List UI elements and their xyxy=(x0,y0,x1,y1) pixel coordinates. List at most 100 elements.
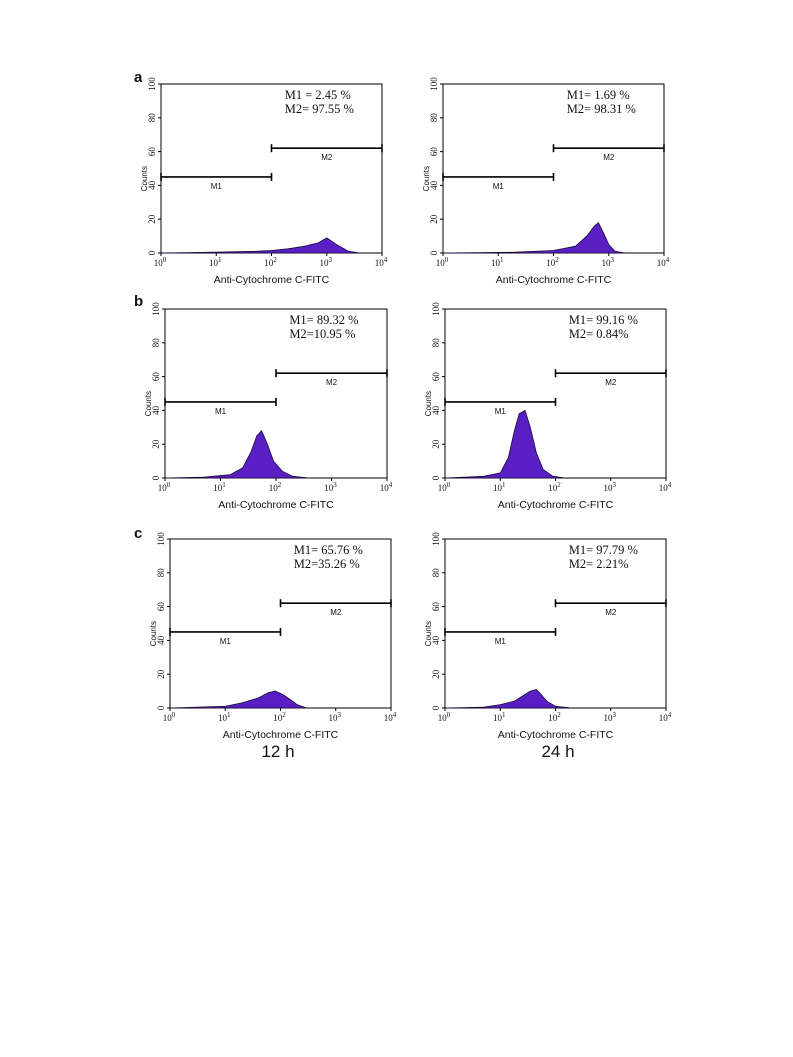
y-tick-label: 40 xyxy=(431,635,441,645)
stat-line: M1= 99.16 % xyxy=(569,313,638,327)
x-tick-label: 101 xyxy=(493,711,506,723)
plot-frame xyxy=(444,538,667,709)
y-axis-label: Counts xyxy=(144,391,153,416)
y-tick-label: 20 xyxy=(156,669,166,679)
stat-line: M2= 98.31 % xyxy=(567,102,636,116)
marker-m2-label: M2 xyxy=(321,153,333,162)
x-tick-label: 103 xyxy=(604,481,617,493)
x-tick-exponent: 1 xyxy=(500,256,504,264)
x-tick-exponent: 3 xyxy=(613,711,617,719)
x-tick-exponent: 4 xyxy=(389,481,393,489)
x-tick-exponent: 0 xyxy=(172,711,176,719)
y-tick-label: 0 xyxy=(151,475,161,480)
x-tick-exponent: 1 xyxy=(227,711,231,719)
x-tick-exponent: 3 xyxy=(611,256,615,264)
marker-m2-label: M2 xyxy=(605,608,617,617)
x-tick-exponent: 2 xyxy=(278,481,282,489)
x-tick-label: 104 xyxy=(657,256,670,268)
marker-m1-label: M1 xyxy=(220,637,232,646)
marker-m1-label: M1 xyxy=(215,407,227,416)
y-tick-label: 60 xyxy=(431,372,441,382)
y-tick-label: 100 xyxy=(156,532,166,546)
stat-line: M1= 97.79 % xyxy=(569,543,638,557)
y-axis-label: Counts xyxy=(422,166,431,191)
stat-line: M1= 89.32 % xyxy=(289,313,358,327)
x-tick-exponent: 3 xyxy=(613,481,617,489)
x-tick-label: 103 xyxy=(329,711,342,723)
x-tick-label: 100 xyxy=(163,711,176,723)
y-tick-label: 0 xyxy=(431,705,441,710)
x-tick-label: 103 xyxy=(320,256,333,268)
stat-line: M1 = 2.45 % xyxy=(285,88,351,102)
x-tick-exponent: 2 xyxy=(557,711,561,719)
x-tick-label: 102 xyxy=(264,256,277,268)
y-axis-label: Counts xyxy=(140,166,149,191)
x-tick-exponent: 4 xyxy=(668,711,672,719)
panel-letter-a: a xyxy=(134,69,143,86)
x-tick-label: 102 xyxy=(546,256,559,268)
x-tick-label: 102 xyxy=(273,711,286,723)
y-tick-label: 60 xyxy=(156,602,166,612)
x-tick-exponent: 4 xyxy=(393,711,397,719)
x-tick-label: 101 xyxy=(218,711,231,723)
x-tick-label: 100 xyxy=(438,711,451,723)
y-tick-label: 20 xyxy=(147,214,157,224)
y-tick-label: 80 xyxy=(156,568,166,578)
x-tick-label: 100 xyxy=(158,481,171,493)
x-tick-exponent: 3 xyxy=(338,711,342,719)
x-tick-exponent: 4 xyxy=(384,256,388,264)
y-tick-label: 80 xyxy=(151,338,161,348)
y-tick-label: 0 xyxy=(156,705,166,710)
x-tick-label: 100 xyxy=(438,481,451,493)
y-tick-label: 80 xyxy=(431,338,441,348)
stat-line: M1= 65.76 % xyxy=(294,543,363,557)
histogram-area xyxy=(444,409,566,479)
y-tick-label: 20 xyxy=(151,439,161,449)
y-tick-label: 40 xyxy=(431,405,441,415)
x-axis-label: Anti-Cytochrome C-FITC xyxy=(223,729,339,741)
x-tick-exponent: 1 xyxy=(222,481,226,489)
marker-m1-label: M1 xyxy=(495,637,507,646)
x-tick-label: 104 xyxy=(659,481,672,493)
marker-m2-label: M2 xyxy=(330,608,342,617)
panel-letter-b: b xyxy=(134,293,143,310)
x-tick-label: 102 xyxy=(548,481,561,493)
y-tick-label: 20 xyxy=(431,669,441,679)
x-tick-exponent: 4 xyxy=(668,481,672,489)
histogram-area xyxy=(169,690,308,709)
x-tick-exponent: 2 xyxy=(273,256,277,264)
y-tick-label: 80 xyxy=(431,568,441,578)
x-tick-label: 104 xyxy=(380,481,393,493)
histogram-area xyxy=(160,237,361,254)
x-tick-exponent: 1 xyxy=(218,256,222,264)
y-tick-label: 40 xyxy=(147,180,157,190)
marker-m1-label: M1 xyxy=(493,182,505,191)
x-tick-exponent: 3 xyxy=(329,256,333,264)
x-tick-label: 101 xyxy=(209,256,222,268)
y-tick-label: 100 xyxy=(147,77,157,91)
stat-line: M2= 97.55 % xyxy=(285,102,354,116)
y-tick-label: 60 xyxy=(151,372,161,382)
y-tick-label: 0 xyxy=(147,250,157,255)
x-tick-label: 103 xyxy=(602,256,615,268)
plot-frame xyxy=(444,308,667,479)
y-tick-label: 0 xyxy=(429,250,439,255)
x-axis-label: Anti-Cytochrome C-FITC xyxy=(496,274,612,286)
stat-line: M2= 0.84% xyxy=(569,327,629,341)
histogram-area xyxy=(444,688,573,709)
x-axis-label: Anti-Cytochrome C-FITC xyxy=(218,499,334,511)
marker-m1-label: M1 xyxy=(495,407,507,416)
stat-line: M2= 2.21% xyxy=(569,557,629,571)
x-tick-exponent: 2 xyxy=(557,481,561,489)
x-tick-exponent: 0 xyxy=(445,256,449,264)
x-tick-label: 100 xyxy=(436,256,449,268)
y-tick-label: 40 xyxy=(151,405,161,415)
time-label-24h: 24 h xyxy=(541,742,574,761)
x-tick-exponent: 1 xyxy=(502,711,506,719)
x-tick-label: 104 xyxy=(659,711,672,723)
